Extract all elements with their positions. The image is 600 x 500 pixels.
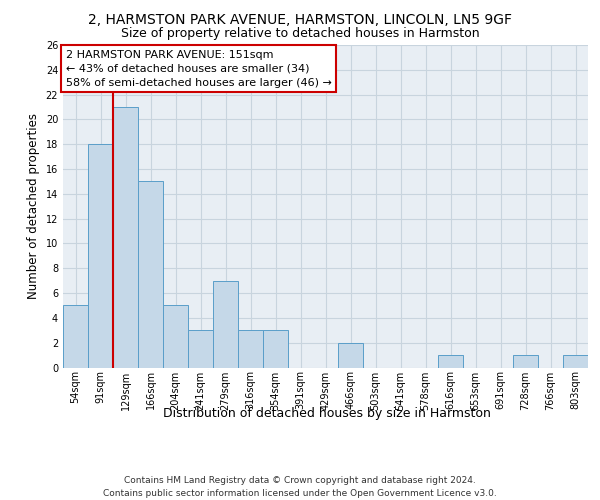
Bar (188, 330, 213, 368)
Text: Size of property relative to detached houses in Harmston: Size of property relative to detached ho… (121, 28, 479, 40)
Text: 2 HARMSTON PARK AVENUE: 151sqm
← 43% of detached houses are smaller (34)
58% of : 2 HARMSTON PARK AVENUE: 151sqm ← 43% of … (65, 50, 331, 88)
Bar (63, 306, 88, 368)
Bar (563, 355, 588, 368)
Bar (163, 306, 188, 368)
Text: Contains HM Land Registry data © Crown copyright and database right 2024.
Contai: Contains HM Land Registry data © Crown c… (103, 476, 497, 498)
Bar (138, 182, 163, 368)
Bar (338, 342, 363, 367)
Y-axis label: Number of detached properties: Number of detached properties (27, 114, 40, 299)
Bar (88, 144, 113, 368)
Bar (438, 355, 463, 368)
Text: Distribution of detached houses by size in Harmston: Distribution of detached houses by size … (163, 408, 491, 420)
Text: 2, HARMSTON PARK AVENUE, HARMSTON, LINCOLN, LN5 9GF: 2, HARMSTON PARK AVENUE, HARMSTON, LINCO… (88, 12, 512, 26)
Bar (213, 280, 238, 368)
Bar (238, 330, 263, 368)
Bar (113, 107, 138, 368)
Bar (263, 330, 288, 368)
Bar (513, 355, 538, 368)
